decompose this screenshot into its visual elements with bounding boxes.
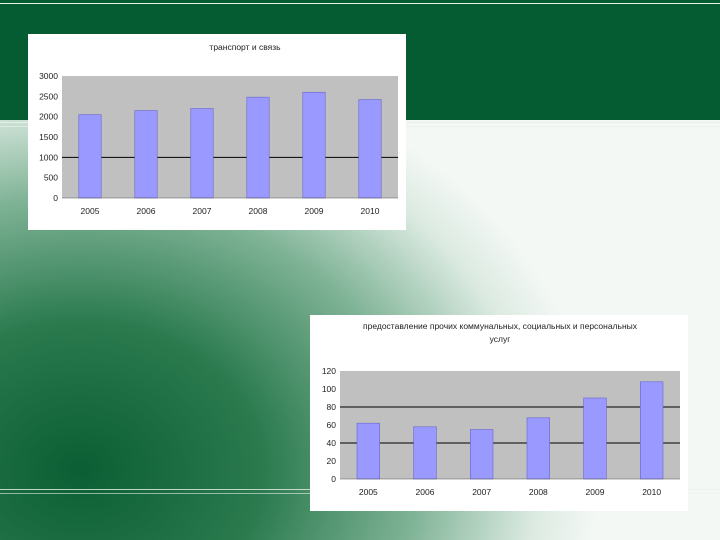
y-tick-label: 500 — [44, 173, 58, 183]
chart-title-line-2: услуг — [490, 334, 511, 344]
x-tick-label: 2005 — [81, 206, 100, 216]
y-tick-label: 60 — [327, 420, 337, 430]
bar-2010 — [640, 381, 664, 480]
chart-services: предоставление прочих коммунальных, соци… — [322, 321, 680, 497]
bar-2006 — [413, 426, 437, 480]
x-tick-label: 2007 — [472, 487, 491, 497]
bar-2006 — [134, 110, 158, 199]
x-tick-label: 2010 — [642, 487, 661, 497]
y-tick-label: 2500 — [39, 91, 58, 101]
x-tick-label: 2009 — [586, 487, 605, 497]
y-tick-label: 20 — [327, 456, 337, 466]
chart-panel-services: предоставление прочих коммунальных, соци… — [310, 315, 688, 511]
x-tick-label: 2005 — [359, 487, 378, 497]
bar-2008 — [526, 417, 550, 480]
bar-2005 — [356, 422, 380, 480]
chart-title: транспорт и связь — [209, 42, 281, 52]
x-tick-label: 2008 — [529, 487, 548, 497]
plot-area — [62, 76, 398, 198]
chart-panel-transport: транспорт и связь 0 500 1000 1500 2000 2500 30… — [28, 34, 406, 230]
x-tick-label: 2007 — [193, 206, 212, 216]
x-tick-label: 2006 — [416, 487, 435, 497]
bar-2007 — [190, 108, 214, 199]
y-tick-label: 0 — [53, 193, 58, 203]
bar-2008 — [246, 96, 270, 199]
y-tick-label: 40 — [327, 438, 337, 448]
y-tick-label: 1500 — [39, 132, 58, 142]
x-tick-label: 2006 — [137, 206, 156, 216]
y-tick-label: 2000 — [39, 112, 58, 122]
x-tick-label: 2010 — [361, 206, 380, 216]
bar-2005 — [78, 114, 102, 199]
bar-2009 — [302, 91, 326, 199]
bar-2007 — [470, 429, 494, 480]
bar-2010 — [358, 99, 382, 199]
y-tick-label: 1000 — [39, 152, 58, 162]
x-tick-label: 2009 — [305, 206, 324, 216]
chart-transport: транспорт и связь 0 500 1000 1500 2000 2500 30… — [39, 42, 398, 216]
y-tick-label: 3000 — [39, 71, 58, 81]
plot-area — [340, 371, 680, 479]
y-tick-label: 0 — [331, 474, 336, 484]
y-tick-label: 80 — [327, 402, 337, 412]
x-tick-label: 2008 — [249, 206, 268, 216]
chart-title-line-1: предоставление прочих коммунальных, соци… — [363, 321, 638, 331]
bar-2009 — [583, 397, 607, 480]
top-rule — [0, 3, 720, 4]
y-tick-label: 100 — [322, 384, 336, 394]
y-tick-label: 120 — [322, 366, 336, 376]
